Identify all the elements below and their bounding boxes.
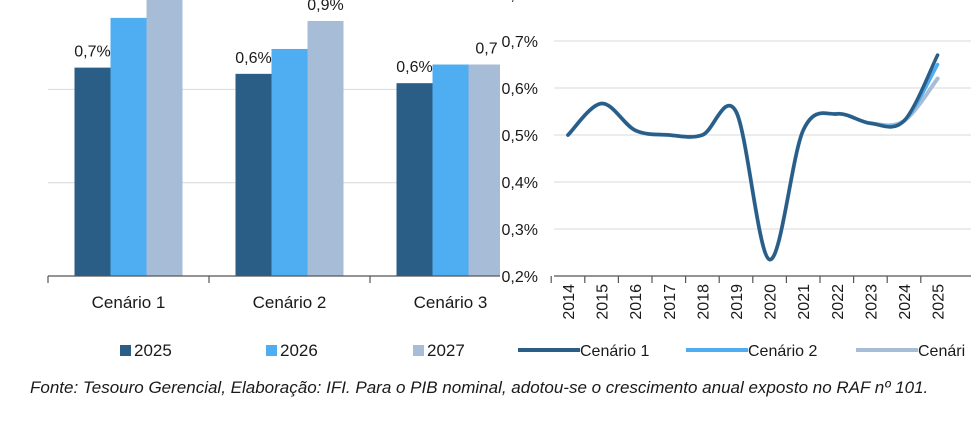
x-tick-label-2020: 2020 <box>763 284 780 320</box>
category-label-3: Cenário 3 <box>414 293 488 312</box>
y-tick-label-2: 0,4% <box>502 175 538 192</box>
source-note: Fonte: Tesouro Gerencial, Elaboração: IF… <box>30 378 929 397</box>
legend-label-1: Cenário 1 <box>580 343 649 360</box>
y-tick-label-6: 0,8% <box>502 0 538 4</box>
bar-2-2027 <box>307 20 344 277</box>
line-Cenário 2 <box>566 62 940 262</box>
bar-3-2025 <box>396 83 433 277</box>
bar-2-2026 <box>271 48 308 276</box>
category-label-1: Cenário 1 <box>92 293 166 312</box>
bar-chart: 0,7% Cenário 1 0,6% 0,9% Cenário 2 0,6% 0,7 Cen… <box>47 0 500 360</box>
data-label-3-2025: 0,6% <box>396 59 432 76</box>
x-tick-label-2021: 2021 <box>796 284 813 320</box>
y-tick-label-3: 0,5% <box>502 128 538 145</box>
line-Cenário 1 <box>566 53 940 262</box>
bar-3-2027 <box>468 64 500 277</box>
data-label-1-2025: 0,7% <box>74 44 110 61</box>
x-tick-label-2016: 2016 <box>628 284 645 320</box>
legend-swatch-2027 <box>413 345 424 356</box>
y-tick-label-5: 0,7% <box>502 34 538 51</box>
bar-3-2026 <box>432 64 469 277</box>
legend-swatch-2026 <box>266 345 277 356</box>
data-label-2-2025: 0,6% <box>235 50 271 67</box>
legend-label-3: Cenári <box>918 343 965 360</box>
bar-2-2025 <box>235 73 272 276</box>
x-tick-label-2017: 2017 <box>662 284 679 320</box>
legend-label-2: Cenário 2 <box>748 343 817 360</box>
x-tick-label-2022: 2022 <box>830 284 847 320</box>
data-label-2-2027: 0,9% <box>307 0 343 14</box>
bar-1-2027 <box>146 0 183 276</box>
legend-label-2026: 2026 <box>280 341 318 360</box>
legend-label-2025: 2025 <box>134 341 172 360</box>
legend-swatch-2025 <box>120 345 131 356</box>
category-label-2: Cenário 2 <box>253 293 327 312</box>
line-chart: 0,2% 0,3% 0,4% 0,5% 0,6% 0,7% 0,8% 2014 2015 2016… <box>502 0 971 360</box>
line-Cenário 3 <box>566 76 940 262</box>
x-tick-label-2018: 2018 <box>695 284 712 320</box>
x-tick-label-2014: 2014 <box>561 284 578 320</box>
y-tick-label-0: 0,2% <box>502 269 538 286</box>
legend-label-2027: 2027 <box>427 341 465 360</box>
y-tick-label-4: 0,6% <box>502 81 538 98</box>
y-tick-label-1: 0,3% <box>502 222 538 239</box>
x-tick-label-2015: 2015 <box>595 284 612 320</box>
data-label-3-2027: 0,7 <box>475 41 497 58</box>
x-tick-label-2025: 2025 <box>931 284 948 320</box>
x-tick-label-2019: 2019 <box>729 284 746 320</box>
bar-1-2025 <box>74 67 111 276</box>
x-tick-label-2023: 2023 <box>863 284 880 320</box>
bar-1-2026 <box>110 17 147 277</box>
x-tick-label-2024: 2024 <box>897 284 914 320</box>
